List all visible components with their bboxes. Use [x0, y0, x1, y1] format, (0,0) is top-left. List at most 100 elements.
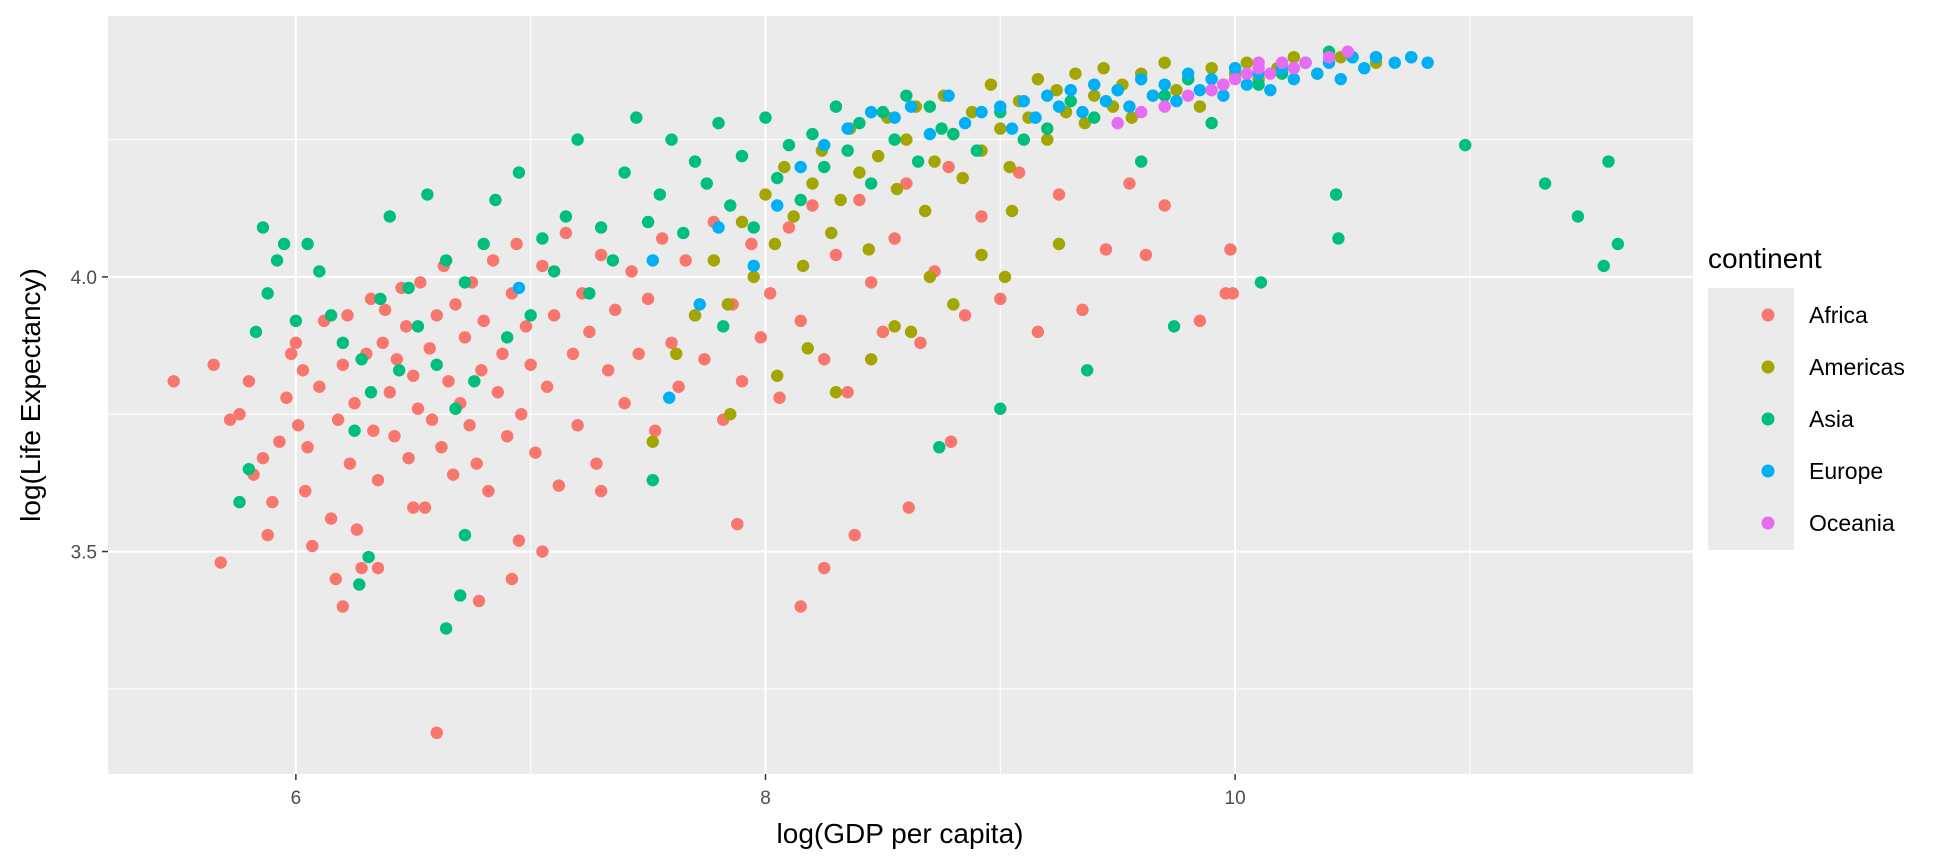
point-africa — [994, 292, 1007, 306]
point-asia — [430, 358, 443, 371]
point-americas — [956, 171, 969, 185]
point-asia — [853, 116, 866, 130]
point-asia — [1329, 188, 1343, 201]
point-americas — [1088, 89, 1101, 102]
point-europe — [1088, 78, 1101, 91]
point-africa — [301, 440, 314, 454]
point-africa — [223, 413, 237, 426]
point-africa — [496, 347, 509, 361]
point-africa — [261, 528, 274, 542]
point-asia — [688, 155, 702, 168]
point-asia — [374, 292, 387, 306]
point-africa — [782, 221, 796, 234]
point-americas — [904, 325, 918, 339]
point-europe — [1181, 67, 1195, 80]
point-europe — [1029, 111, 1042, 124]
point-asia — [242, 462, 256, 476]
point-asia — [1041, 122, 1054, 135]
point-africa — [942, 160, 955, 174]
point-americas — [646, 435, 659, 448]
point-africa — [763, 287, 777, 300]
point-africa — [256, 451, 270, 465]
point-asia — [1611, 237, 1625, 251]
x-axis-ticks: 6 8 10 — [291, 774, 1246, 809]
legend-items: Africa Americas Asia Europe Oceania — [1761, 302, 1905, 536]
point-asia — [449, 402, 462, 415]
point-asia — [402, 281, 415, 295]
point-asia — [547, 265, 561, 278]
point-africa — [367, 424, 380, 437]
point-africa — [355, 561, 368, 575]
point-asia — [559, 210, 573, 223]
point-asia — [277, 237, 291, 251]
point-asia — [1080, 364, 1094, 377]
point-africa — [371, 561, 385, 575]
point-oceania — [1205, 83, 1218, 97]
point-asia — [439, 254, 453, 267]
legend-key-background — [1708, 288, 1794, 550]
point-asia — [1597, 259, 1610, 273]
point-asia — [1205, 116, 1218, 130]
point-africa — [1076, 303, 1089, 317]
point-africa — [583, 325, 596, 339]
point-europe — [864, 105, 878, 119]
point-africa — [435, 440, 448, 454]
point-africa — [888, 232, 901, 245]
point-africa — [975, 210, 988, 223]
point-asia — [641, 215, 655, 229]
x-axis-title: log(GDP per capita) — [777, 818, 1024, 849]
point-oceania — [1299, 56, 1312, 69]
point-africa — [430, 726, 443, 740]
point-africa — [829, 248, 843, 262]
point-americas — [1287, 50, 1301, 64]
point-americas — [1125, 111, 1138, 124]
point-europe — [841, 122, 854, 135]
point-africa — [329, 572, 342, 586]
point-africa — [817, 561, 831, 575]
point-africa — [958, 309, 972, 322]
point-africa — [735, 375, 749, 388]
point-asia — [677, 226, 690, 240]
point-asia — [383, 210, 396, 223]
point-africa — [491, 386, 504, 399]
point-oceania — [1287, 61, 1301, 75]
point-americas — [853, 166, 866, 179]
point-africa — [475, 364, 488, 377]
point-europe — [975, 105, 988, 119]
point-asia — [362, 550, 375, 564]
point-americas — [688, 309, 702, 322]
point-americas — [787, 210, 800, 223]
point-africa — [609, 303, 622, 317]
point-africa — [500, 429, 514, 443]
point-americas — [1158, 56, 1171, 69]
point-europe — [1123, 100, 1136, 113]
point-oceania — [1181, 89, 1195, 102]
point-americas — [724, 408, 737, 421]
point-asia — [817, 160, 831, 174]
point-europe — [1287, 72, 1301, 86]
point-africa — [477, 314, 490, 328]
point-asia — [1538, 177, 1552, 190]
point-africa — [515, 408, 528, 421]
legend-key-americas — [1761, 360, 1775, 374]
point-africa — [524, 358, 537, 371]
point-europe — [1217, 89, 1230, 102]
point-europe — [1076, 105, 1089, 119]
point-americas — [918, 204, 932, 218]
point-africa — [292, 419, 305, 432]
point-asia — [324, 309, 338, 322]
point-asia — [583, 287, 596, 300]
point-europe — [904, 100, 918, 113]
point-africa — [731, 517, 744, 531]
point-americas — [721, 298, 735, 311]
point-asia — [1088, 111, 1101, 124]
point-americas — [1041, 133, 1054, 146]
point-africa — [289, 336, 303, 350]
point-africa — [343, 457, 357, 470]
point-africa — [672, 380, 685, 393]
point-africa — [914, 336, 927, 350]
point-asia — [524, 309, 537, 322]
legend-label-asia: Asia — [1809, 406, 1854, 432]
point-africa — [510, 237, 523, 251]
point-africa — [632, 347, 645, 361]
